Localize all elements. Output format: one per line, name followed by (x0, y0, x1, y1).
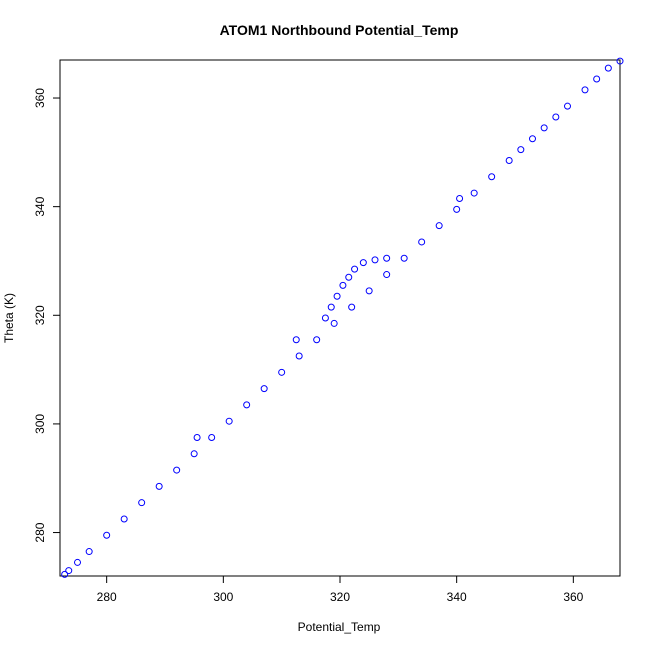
data-point (74, 558, 81, 566)
data-point (517, 146, 525, 154)
data-point (313, 336, 321, 344)
data-point (155, 482, 163, 490)
data-point (345, 273, 353, 281)
data-point (327, 303, 335, 311)
x-tick-label: 320 (330, 590, 350, 604)
data-point (359, 259, 367, 267)
data-point (351, 265, 359, 273)
data-point (564, 102, 571, 110)
y-tick-label: 360 (33, 88, 47, 108)
data-point (453, 205, 461, 213)
data-point (383, 271, 391, 279)
data-point (435, 222, 443, 230)
data-point (138, 499, 146, 507)
data-point (65, 567, 73, 575)
x-tick-label: 360 (563, 590, 583, 604)
y-tick-label: 340 (33, 196, 47, 216)
data-point (292, 336, 300, 344)
data-point (173, 466, 181, 474)
data-point (581, 86, 589, 94)
data-point (470, 189, 478, 197)
data-point (505, 156, 513, 164)
data-points (61, 57, 624, 578)
x-tick-label: 340 (447, 590, 467, 604)
data-point (540, 124, 548, 132)
data-point (552, 113, 560, 121)
data-point (278, 368, 286, 376)
x-tick-label: 280 (97, 590, 117, 604)
data-point (604, 64, 612, 72)
y-axis: 280 300 320 340 360 (33, 88, 61, 543)
data-point (103, 531, 111, 539)
data-point (488, 173, 496, 181)
x-axis: 280 300 320 340 360 (97, 575, 584, 604)
data-point (61, 570, 69, 578)
data-point (85, 548, 93, 556)
data-point (400, 254, 408, 262)
y-axis-label: Theta (K) (2, 293, 16, 343)
x-axis-label: Potential_Temp (298, 620, 381, 634)
data-point (208, 433, 216, 441)
chart-title: ATOM1 Northbound Potential_Temp (220, 22, 459, 38)
data-point (193, 433, 201, 441)
data-point (339, 281, 347, 289)
data-point (593, 75, 601, 83)
x-tick-label: 300 (213, 590, 233, 604)
data-point (365, 287, 373, 295)
data-point (225, 417, 233, 425)
data-point (383, 254, 391, 262)
y-tick-label: 320 (33, 305, 47, 325)
data-point (616, 57, 624, 65)
data-point (295, 352, 303, 360)
data-point (371, 256, 379, 264)
data-point (333, 292, 341, 300)
data-point (418, 238, 426, 246)
data-point (260, 385, 268, 393)
data-point (529, 135, 536, 143)
data-point (348, 303, 356, 311)
data-point (456, 195, 464, 203)
y-tick-label: 280 (33, 522, 47, 542)
data-point (190, 450, 198, 458)
plot-frame (59, 59, 621, 577)
data-point (243, 401, 251, 409)
data-point (321, 314, 329, 322)
data-point (330, 319, 338, 327)
y-tick-label: 300 (33, 414, 47, 434)
data-point (120, 515, 128, 523)
